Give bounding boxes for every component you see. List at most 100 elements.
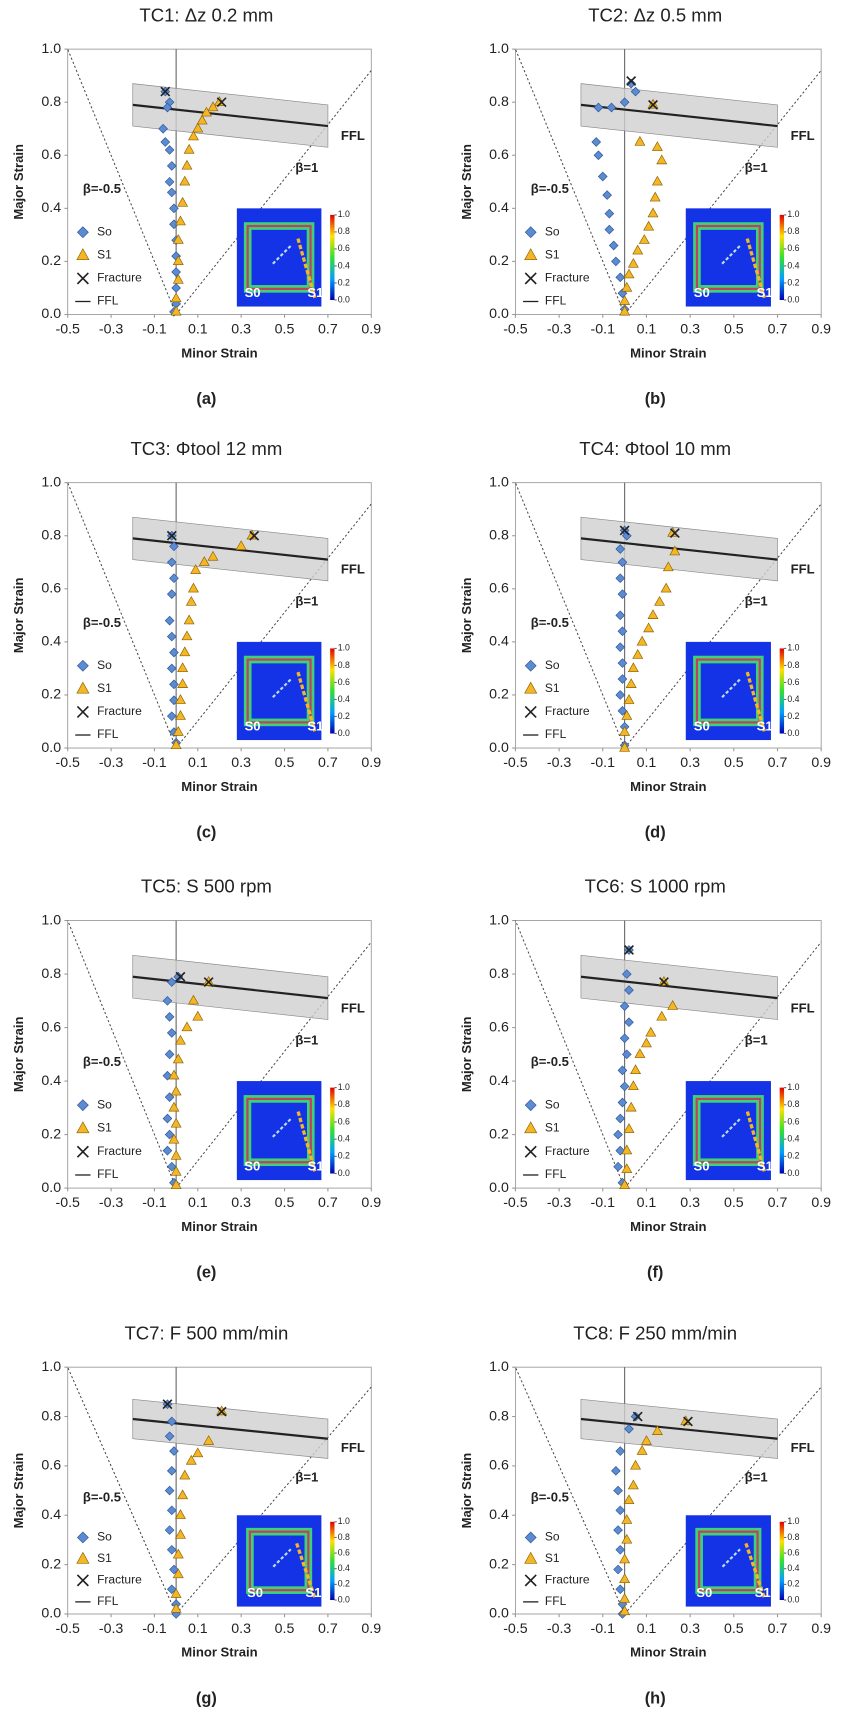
point [186, 597, 196, 606]
y-tick-label: 0.6 [489, 1019, 509, 1035]
y-axis-label: Major Strain [11, 578, 26, 654]
colorbar [780, 1088, 784, 1174]
x-tick-label: -0.3 [547, 755, 572, 771]
chart-title: TC6: S 1000 rpm [585, 876, 726, 897]
panel-label: (g) [196, 1689, 217, 1707]
point [167, 632, 176, 641]
panel-label: (b) [645, 390, 666, 408]
point [167, 664, 176, 673]
colorbar-tick-label: 0.4 [338, 1133, 350, 1143]
x-tick-label: 0.9 [811, 1195, 831, 1211]
colorbar-tick-label: 1.0 [338, 1082, 350, 1092]
colorbar-tick-label: 0.6 [338, 1116, 350, 1126]
point [618, 659, 627, 668]
colorbar-tick-label: 0.6 [787, 677, 799, 687]
legend-label: Fracture [97, 271, 142, 285]
y-tick-label: 0.6 [489, 1458, 509, 1474]
point [633, 245, 643, 254]
x-tick-label: 0.3 [680, 755, 700, 771]
point [161, 138, 170, 147]
legend-marker [77, 1100, 88, 1111]
point [628, 259, 638, 268]
colorbar-tick-label: 0.6 [787, 1547, 799, 1557]
point [618, 1098, 627, 1107]
x-tick-label: -0.3 [99, 1621, 124, 1637]
point [652, 142, 662, 151]
x-tick-label: 0.5 [275, 1621, 295, 1637]
colorbar-tick-label: 0.8 [338, 1532, 350, 1542]
point [169, 1102, 179, 1111]
x-tick-label: -0.3 [547, 1195, 572, 1211]
y-tick-label: 0.2 [489, 1126, 509, 1142]
panel: TC5: S 500 rpm(e)Minor StrainMajor Strai… [11, 876, 381, 1282]
point [633, 650, 643, 659]
point [646, 1027, 656, 1036]
point [180, 1470, 190, 1479]
point [163, 1146, 172, 1155]
legend-marker [525, 249, 537, 260]
y-tick-label: 0.2 [41, 253, 61, 269]
x-tick-label: -0.5 [503, 755, 528, 771]
annotation: β=-0.5 [531, 615, 569, 630]
point [616, 1585, 625, 1594]
y-tick-label: 0.8 [489, 527, 509, 543]
point [163, 1114, 172, 1123]
y-tick-label: 0.6 [41, 147, 61, 163]
x-tick-label: 0.7 [768, 1195, 788, 1211]
annotation: FFL [341, 562, 365, 577]
annotation: FFL [341, 128, 365, 143]
y-axis-label: Major Strain [11, 1016, 26, 1092]
legend-label: S1 [97, 1551, 112, 1565]
colorbar [780, 215, 784, 300]
point [171, 1118, 181, 1127]
point [165, 1013, 174, 1022]
x-tick-label: 0.3 [231, 1195, 251, 1211]
legend-label: S1 [545, 681, 560, 695]
annotation: FFL [791, 1440, 815, 1455]
panel-label: (f) [647, 1264, 663, 1282]
x-tick-label: 0.7 [318, 322, 338, 338]
legend-marker [525, 273, 536, 284]
colorbar [780, 648, 784, 733]
colorbar-tick-label: 0.6 [787, 243, 799, 253]
figure-body: TC1: Δz 0.2 mm(a)Minor StrainMajor Strai… [11, 4, 831, 1707]
legend-label: So [545, 658, 560, 672]
colorbar-tick-label: 0.2 [338, 711, 350, 721]
figure: TC1: Δz 0.2 mm(a)Minor StrainMajor Strai… [0, 0, 841, 1722]
point [172, 268, 181, 277]
x-tick-label: 0.9 [811, 322, 831, 338]
point [171, 1086, 181, 1095]
y-tick-label: 0.0 [41, 1606, 61, 1622]
y-tick-label: 0.0 [489, 1606, 509, 1622]
legend-marker [525, 706, 536, 717]
y-tick-label: 1.0 [489, 41, 509, 57]
point [193, 1011, 203, 1020]
point [652, 176, 662, 185]
point [657, 1011, 667, 1020]
colorbar-tick-label: 0.6 [338, 677, 350, 687]
legend-marker [525, 1100, 536, 1111]
colorbar [330, 1088, 334, 1174]
legend-label: Fracture [545, 271, 590, 285]
point [624, 695, 634, 704]
y-tick-label: 0.6 [489, 147, 509, 163]
point [605, 225, 614, 234]
y-axis-label: Major Strain [459, 144, 474, 220]
legend-marker [77, 1552, 89, 1563]
point [620, 1082, 629, 1091]
legend-marker [77, 273, 88, 284]
legend-marker [525, 227, 536, 238]
x-tick-label: 0.9 [811, 1621, 831, 1637]
y-tick-label: 0.6 [41, 581, 61, 597]
point [620, 1034, 629, 1043]
point [165, 1486, 174, 1495]
annotation: β=1 [295, 160, 318, 175]
annotation: β=1 [295, 1032, 318, 1047]
colorbar-tick-label: 0.2 [787, 1151, 799, 1161]
annotation: FFL [791, 128, 815, 143]
annotation: FFL [341, 1440, 365, 1455]
panel-label: (h) [645, 1689, 666, 1707]
x-tick-label: -0.3 [99, 755, 124, 771]
point [170, 680, 179, 689]
